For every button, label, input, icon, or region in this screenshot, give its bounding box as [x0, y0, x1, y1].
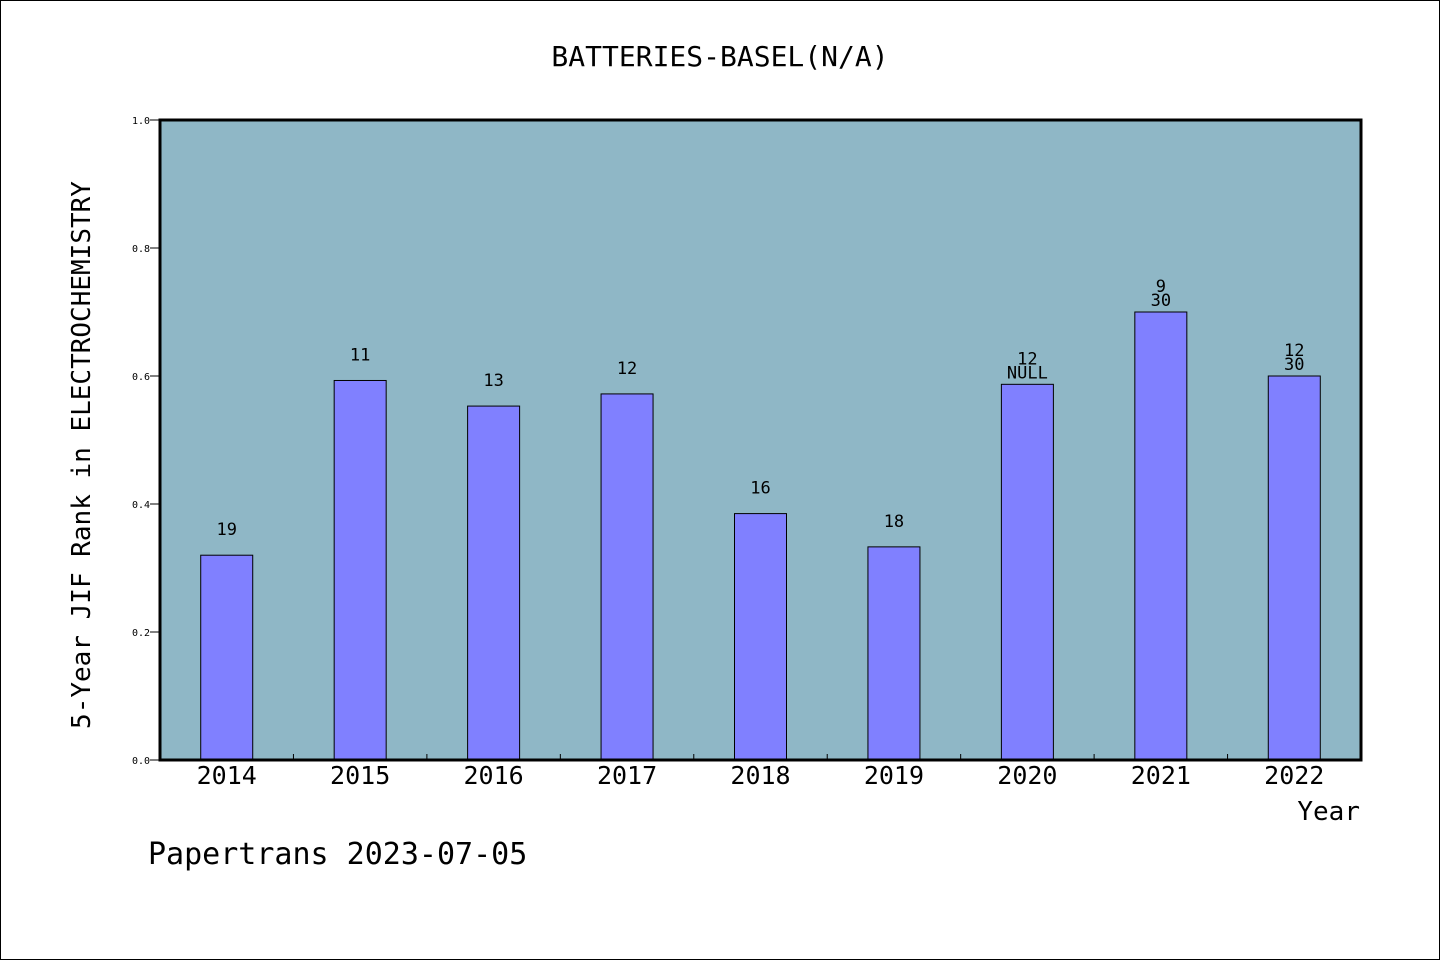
ticks-layer: 2014 2015 2016 2017 2018 2019 2020 2021 2022 0.0 0…	[132, 116, 1324, 790]
y-tick-label: 1.0	[132, 116, 150, 127]
x-tick-label: 2014	[197, 761, 257, 790]
bar	[200, 554, 254, 761]
x-axis-label: Year	[1297, 797, 1360, 827]
x-tick-label: 2017	[597, 761, 657, 790]
bar	[734, 513, 787, 761]
x-tick-label: 2019	[864, 761, 924, 790]
x-tick-label: 2016	[464, 761, 524, 790]
y-axis-label: 5-Year JIF Rank in ELECTROCHEMISTRY	[67, 181, 97, 729]
bar	[1267, 375, 1321, 761]
bar-label: 19	[216, 520, 236, 540]
y-tick-label: 0.2	[132, 628, 150, 639]
bar	[867, 546, 921, 761]
x-tick-label: 2015	[330, 761, 390, 790]
bar	[1134, 311, 1188, 761]
bar-label-upper: 9	[1156, 277, 1166, 297]
bar	[467, 405, 521, 761]
bar-label: 18	[884, 512, 904, 532]
x-tick-label: 2018	[730, 761, 790, 790]
bar-label: 16	[750, 479, 770, 499]
bar-label-upper: 12	[1017, 349, 1037, 369]
bar-label: 13	[483, 371, 503, 391]
bar-label: 11	[350, 345, 370, 365]
y-tick-label: 0.8	[132, 244, 150, 255]
y-tick-label: 0.6	[132, 372, 150, 383]
x-tick-label: 2020	[997, 761, 1057, 790]
bar-label-upper: 12	[1284, 341, 1304, 361]
x-tick-label: 2022	[1264, 761, 1324, 790]
bar	[333, 379, 387, 761]
bar-label-lower: 30	[1151, 291, 1171, 311]
x-tick-label: 2021	[1131, 761, 1191, 790]
bar	[600, 393, 654, 761]
bar-label: 12	[617, 359, 637, 379]
y-tick-label: 0.4	[132, 500, 150, 511]
bar-label-lower: NULL	[1007, 363, 1048, 383]
y-tick-label: 0.0	[132, 756, 150, 767]
bar-label-lower: 30	[1284, 355, 1304, 375]
bar	[1000, 383, 1054, 761]
plot-border	[158, 118, 1363, 762]
chart-title: BATTERIES-BASEL(N/A)	[551, 40, 888, 73]
footer-credit: Papertrans 2023-07-05	[148, 837, 527, 872]
